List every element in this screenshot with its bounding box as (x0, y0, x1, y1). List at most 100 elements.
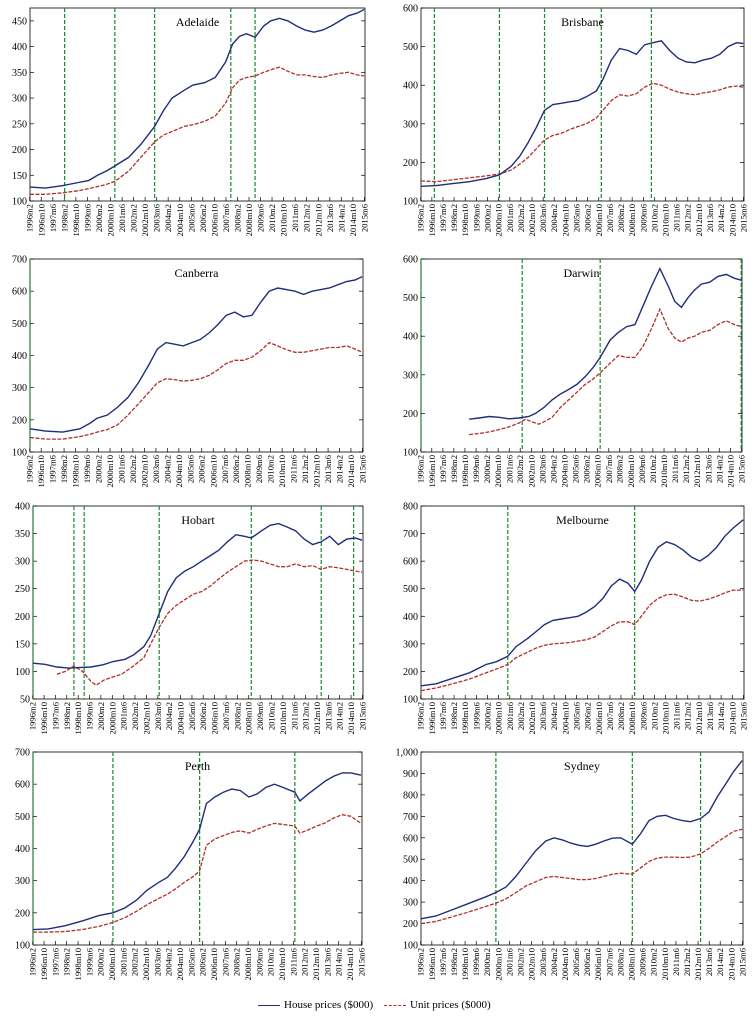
x-tick-label: 2003m6 (538, 701, 548, 730)
x-tick-label: 2006m10 (209, 204, 219, 236)
y-tick-label: 400 (12, 351, 27, 362)
x-tick-label: 2006m10 (594, 204, 604, 236)
x-tick-label: 2001m6 (505, 947, 515, 976)
x-tick-label: 2002m10 (140, 204, 150, 236)
x-tick-label: 2006m2 (582, 948, 592, 976)
x-tick-label: 1997m6 (48, 454, 58, 483)
x-tick-label: 2000m2 (482, 702, 492, 730)
unit-price-line (29, 341, 363, 440)
legend-house-label: House prices ($000) (284, 999, 374, 1011)
x-tick-label: 1998m10 (460, 948, 470, 980)
y-tick-label: 400 (403, 332, 418, 343)
x-tick-label: 1996m10 (427, 948, 437, 980)
x-tick-label: 2011m6 (289, 454, 299, 483)
house-price-line (29, 8, 365, 189)
x-tick-label: 2008m2 (616, 204, 626, 232)
x-tick-label: 2010m10 (277, 948, 287, 980)
house-line-swatch (258, 1004, 280, 1006)
x-tick-label: 2005m6 (571, 454, 581, 483)
x-tick-label: 1998m2 (449, 455, 459, 483)
x-tick-label: 2003m6 (152, 203, 162, 232)
house-price-line (420, 519, 744, 687)
y-tick-label: 400 (403, 876, 418, 887)
y-tick-label: 300 (403, 639, 418, 650)
x-tick-label: 2004m2 (549, 204, 559, 232)
x-tick-label: 2010m10 (279, 204, 289, 236)
x-tick-label: 2005m6 (572, 701, 582, 730)
x-tick-label: 2013m6 (323, 454, 333, 483)
x-tick-label: 2002m2 (516, 948, 526, 976)
house-price-line (420, 40, 744, 187)
x-tick-label: 2009m6 (638, 203, 648, 232)
x-tick-label: 2005m6 (186, 203, 196, 232)
x-tick-label: 2012m2 (683, 204, 693, 232)
x-tick-label: 1996m2 (25, 204, 35, 232)
panel-title: Adelaide (176, 15, 219, 29)
y-tick-label: 150 (15, 639, 30, 650)
x-tick-label: 2006m2 (198, 948, 208, 976)
x-tick-label: 1996m2 (416, 948, 426, 976)
panel-title: Hobart (181, 513, 215, 527)
x-tick-label: 2009m6 (255, 701, 265, 730)
x-tick-label: 2015m6 (359, 203, 369, 232)
x-tick-label: 2013m6 (705, 701, 715, 730)
unit-price-line (420, 589, 744, 692)
x-tick-label: 1997m6 (48, 203, 58, 232)
x-tick-label: 2001m6 (117, 454, 127, 483)
x-tick-label: 2000m2 (96, 702, 106, 730)
y-tick-label: 600 (403, 833, 418, 844)
x-tick-label: 1999m6 (471, 947, 481, 976)
x-tick-label: 2004m10 (560, 948, 570, 980)
legend-item-unit: Unit prices ($000) (384, 996, 491, 1014)
panel-title: Sydney (564, 759, 600, 773)
y-tick-label: 800 (403, 502, 418, 513)
x-tick-label: 2005m6 (571, 947, 581, 976)
x-tick-label: 2008m10 (627, 948, 637, 980)
x-tick-label: 2009m6 (256, 203, 266, 232)
x-tick-label: 2004m10 (175, 204, 185, 236)
y-tick-label: 200 (12, 145, 27, 156)
x-tick-label: 2007m6 (220, 454, 230, 483)
y-tick-label: 100 (403, 695, 418, 706)
panel-title: Darwin (564, 266, 600, 280)
x-tick-label: 2004m10 (175, 948, 185, 980)
x-tick-label: 2006m10 (208, 455, 218, 487)
x-tick-label: 2008m10 (627, 204, 637, 236)
y-tick-label: 200 (12, 415, 27, 426)
x-tick-label: 2000m2 (93, 455, 103, 483)
x-tick-label: 1996m10 (36, 204, 46, 236)
x-tick-label: 1996m2 (416, 702, 426, 730)
x-tick-label: 2012m10 (311, 948, 321, 980)
x-tick-label: 2008m10 (243, 948, 253, 980)
x-tick-label: 2014m10 (346, 455, 356, 487)
y-tick-label: 500 (403, 584, 418, 595)
x-tick-label: 1998m2 (449, 702, 459, 730)
x-tick-label: 2010m2 (649, 948, 659, 976)
y-tick-label: 400 (15, 502, 30, 513)
x-tick-label: 2008m10 (243, 455, 253, 487)
x-tick-label: 2003m6 (538, 203, 548, 232)
x-tick-label: 1997m6 (438, 203, 448, 232)
x-tick-label: 1998m10 (71, 455, 81, 487)
legend-unit-label: Unit prices ($000) (410, 999, 491, 1011)
panel-title: Canberra (175, 266, 220, 280)
x-tick-label: 2004m2 (164, 948, 174, 976)
x-tick-label: 1999m6 (82, 203, 92, 232)
x-tick-label: 2007m6 (605, 203, 615, 232)
x-tick-label: 2010m2 (266, 702, 276, 730)
x-tick-label: 2011m6 (670, 454, 680, 483)
x-tick-label: 2001m6 (118, 947, 128, 976)
x-tick-label: 2012m2 (302, 204, 312, 232)
x-tick-label: 1999m6 (82, 454, 92, 483)
x-tick-label: 2014m2 (714, 455, 724, 483)
y-tick-label: 700 (12, 255, 27, 266)
x-tick-label: 2015m6 (737, 454, 747, 483)
x-tick-label: 2014m2 (715, 948, 725, 976)
x-tick-label: 2009m6 (254, 947, 264, 976)
x-tick-label: 2000m10 (494, 702, 504, 734)
x-tick-label: 2003m6 (152, 947, 162, 976)
